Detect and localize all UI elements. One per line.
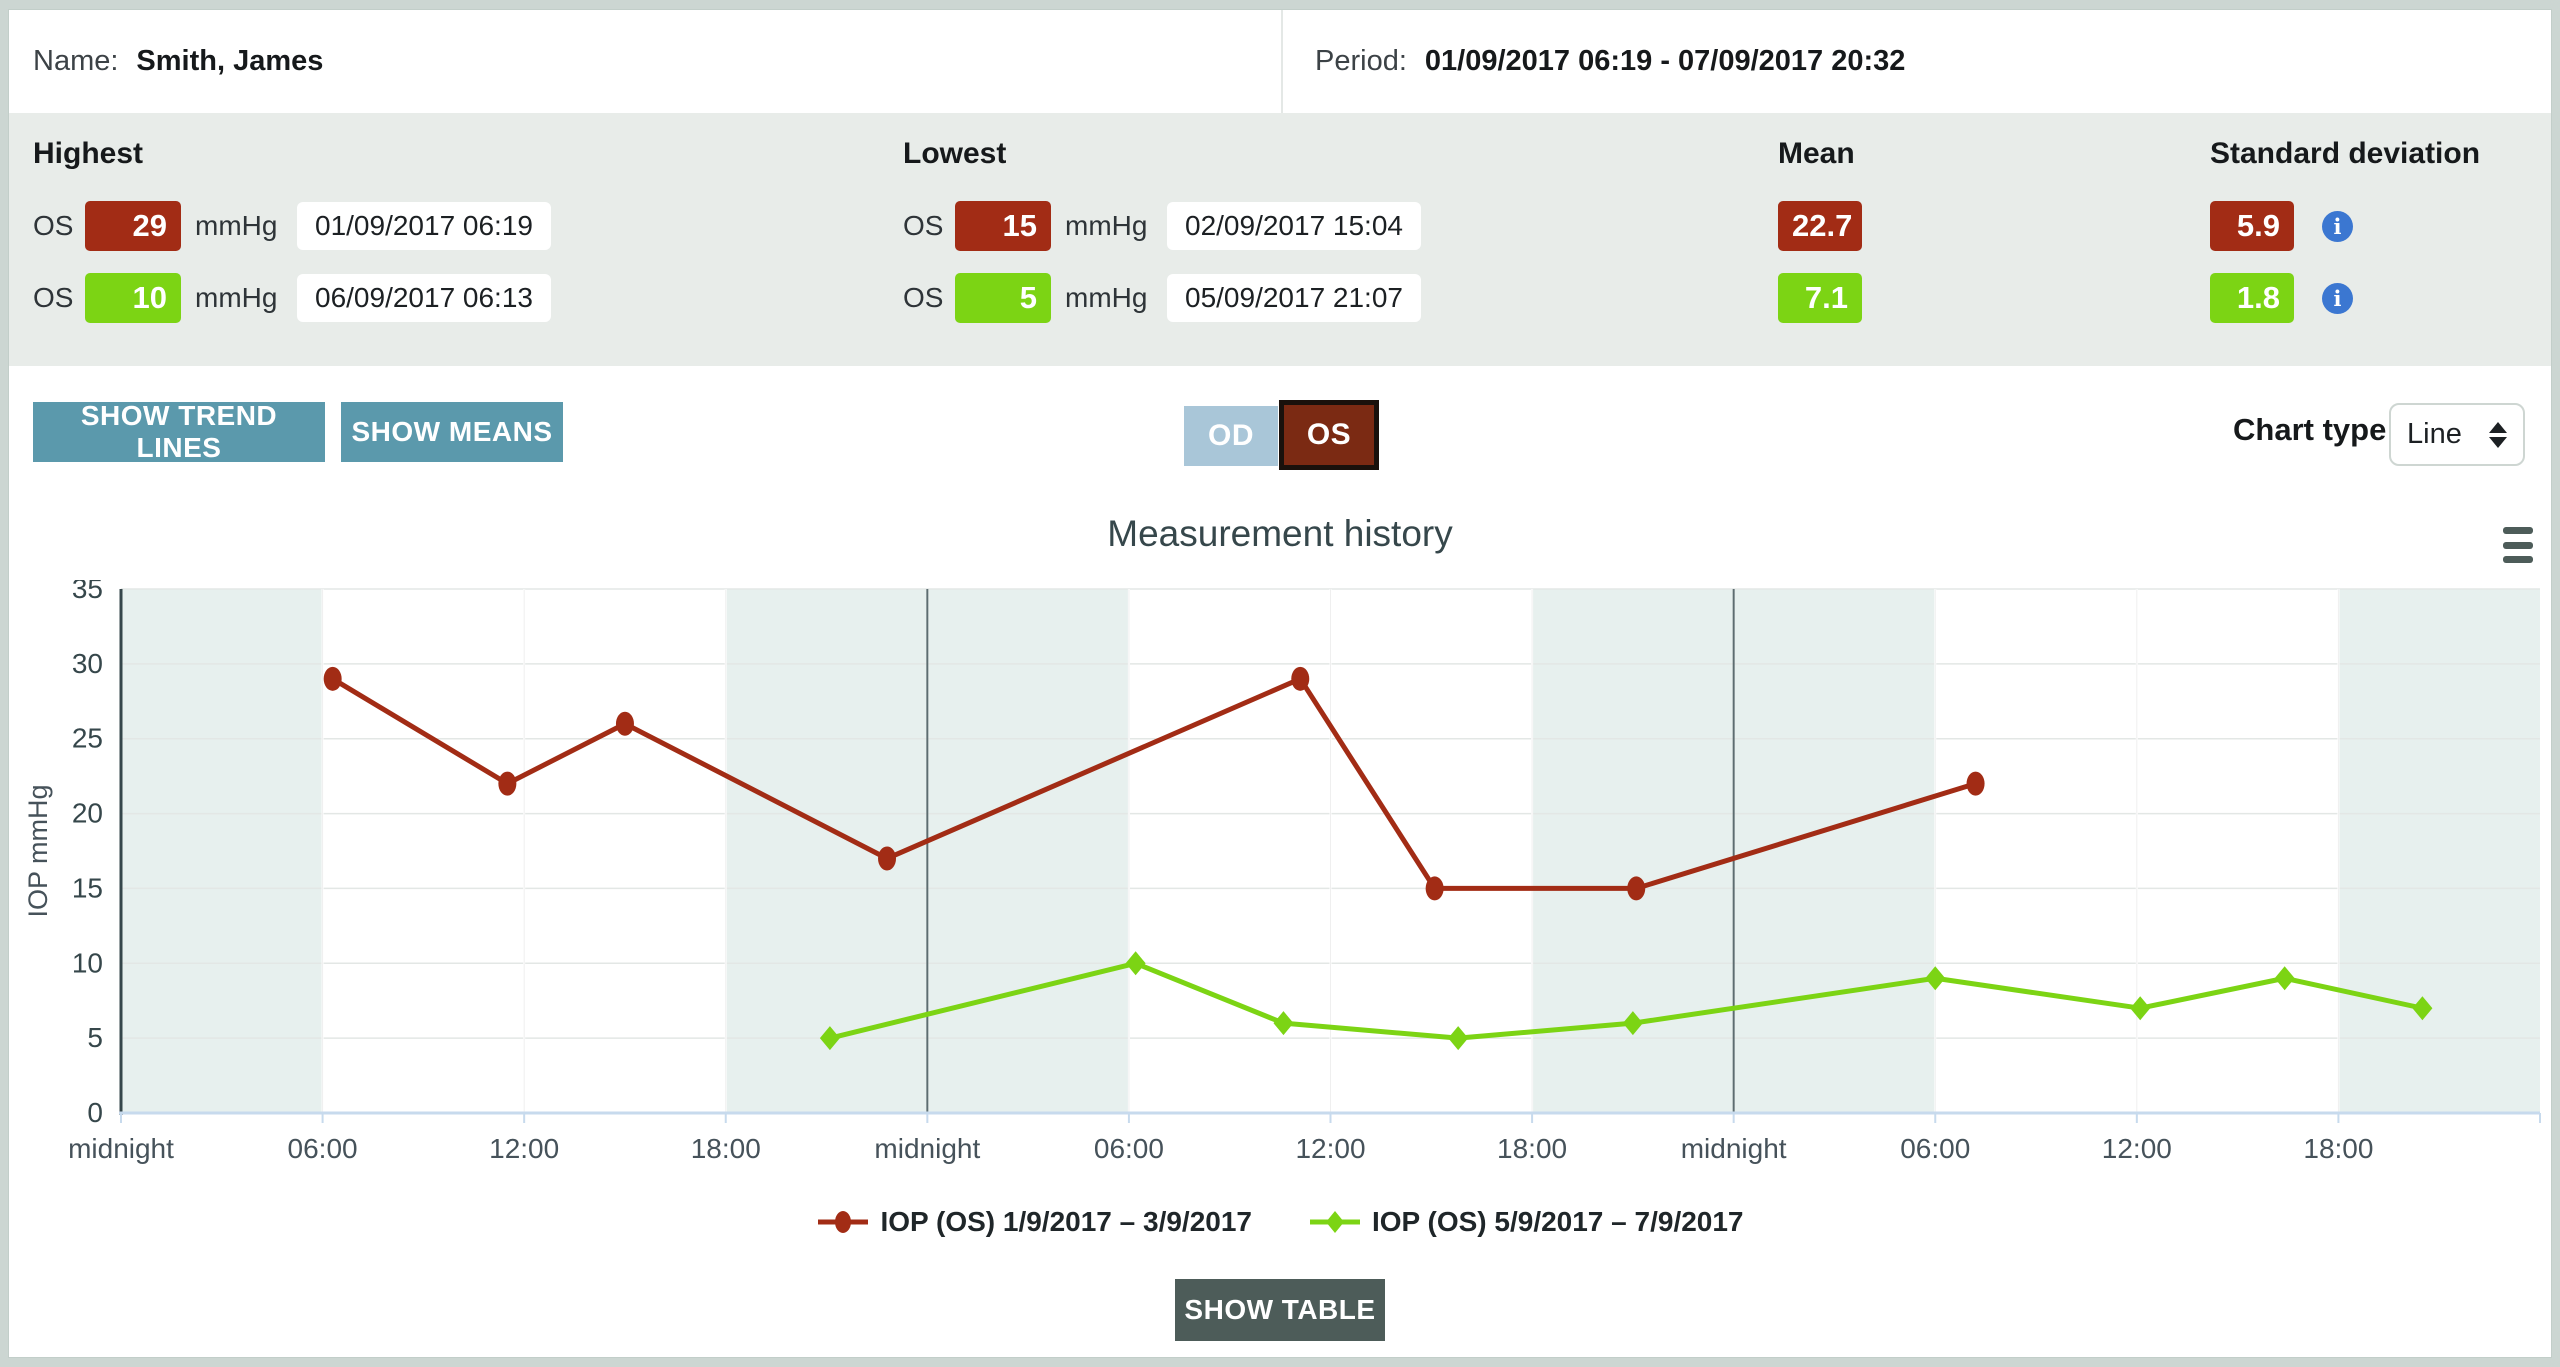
period-group: Period: 01/09/2017 06:19 - 07/09/2017 20… (1315, 10, 1905, 113)
svg-text:15: 15 (72, 872, 103, 903)
eye-label: OS (33, 210, 74, 241)
chart-menu-icon[interactable] (2503, 527, 2533, 563)
lowest-red-datetime: 02/09/2017 15:04 (1167, 202, 1421, 250)
svg-text:midnight: midnight (1681, 1133, 1787, 1164)
mean-green-badge: 7.1 (1778, 273, 1862, 323)
svg-text:midnight: midnight (874, 1133, 980, 1164)
info-icon[interactable]: i (2322, 210, 2353, 242)
od-toggle-button[interactable]: OD (1184, 406, 1278, 466)
svg-text:18:00: 18:00 (1497, 1133, 1567, 1164)
mean-row-green: 7.1 (1778, 273, 1862, 323)
chart-type-select[interactable]: Line (2389, 403, 2525, 466)
svg-text:midnight: midnight (68, 1133, 174, 1164)
chart-type-label: Chart type (2233, 412, 2387, 447)
lowest-column: Lowest OS 15 mmHg 02/09/2017 15:04 OS 5 … (903, 113, 1421, 323)
mean-row-red: 22.7 (1778, 201, 1862, 251)
svg-text:IOP mmHg: IOP mmHg (23, 784, 53, 917)
show-trend-lines-button[interactable]: SHOW TREND LINES (33, 400, 325, 463)
info-icon[interactable]: i (2322, 282, 2353, 314)
chart-title: Measurement history (1107, 513, 1453, 554)
svg-text:5: 5 (87, 1022, 103, 1053)
svg-text:25: 25 (72, 723, 103, 754)
eye-label: OS (33, 282, 74, 313)
mean-title: Mean (1778, 137, 1855, 170)
svg-text:18:00: 18:00 (2303, 1133, 2373, 1164)
mean-column: Mean 22.7 7.1 (1778, 113, 1862, 323)
eye-label: OS (903, 282, 944, 313)
stddev-title: Standard deviation (2210, 137, 2481, 170)
svg-text:12:00: 12:00 (1295, 1133, 1365, 1164)
highest-row-green: OS 10 mmHg 06/09/2017 06:13 (33, 273, 551, 323)
lowest-row-red: OS 15 mmHg 02/09/2017 15:04 (903, 201, 1421, 251)
stddev-green-badge: 1.8 (2210, 273, 2294, 323)
highest-title: Highest (33, 137, 144, 170)
svg-text:10: 10 (72, 947, 103, 978)
eye-label: OS (903, 210, 944, 241)
name-label: Name: (33, 45, 119, 77)
lowest-title: Lowest (903, 137, 1007, 170)
period-label: Period: (1315, 45, 1407, 77)
green-line-diamond-marker-icon (1310, 1211, 1360, 1233)
legend-item-os-red[interactable]: IOP (OS) 1/9/2017 – 3/9/2017 (816, 1206, 1252, 1238)
patient-name-group: Name: Smith, James (33, 10, 323, 113)
unit-label: mmHg (1065, 282, 1148, 313)
highest-row-red: OS 29 mmHg 01/09/2017 06:19 (33, 201, 551, 251)
highest-red-datetime: 01/09/2017 06:19 (297, 202, 551, 250)
chart-legend: IOP (OS) 1/9/2017 – 3/9/2017 IOP (OS) 5/… (9, 1202, 2551, 1242)
highest-red-badge: 29 (85, 201, 181, 251)
highest-green-badge: 10 (85, 273, 181, 323)
svg-text:20: 20 (72, 798, 103, 829)
show-table-button[interactable]: SHOW TABLE (1175, 1279, 1385, 1341)
lowest-green-badge: 5 (955, 273, 1051, 323)
highest-green-datetime: 06/09/2017 06:13 (297, 274, 551, 322)
svg-text:06:00: 06:00 (1094, 1133, 1164, 1164)
svg-text:30: 30 (72, 648, 103, 679)
unit-label: mmHg (195, 210, 278, 241)
stddev-red-badge: 5.9 (2210, 201, 2294, 251)
svg-text:35: 35 (72, 580, 103, 604)
patient-header-bar: Name: Smith, James Period: 01/09/2017 06… (9, 10, 2551, 115)
show-means-button[interactable]: SHOW MEANS (341, 402, 563, 462)
stddev-row-red: 5.9 i (2210, 201, 2480, 251)
measurement-chart: 0 5 10 15 20 25 30 35 midnight 06:00 12:00 18:00 mid… (23, 580, 2541, 1164)
stddev-row-green: 1.8 i (2210, 273, 2480, 323)
os-toggle-button-selected[interactable]: OS (1279, 400, 1379, 470)
mean-red-badge: 22.7 (1778, 201, 1862, 251)
svg-text:0: 0 (87, 1097, 103, 1128)
select-spinner-icon (2489, 421, 2507, 448)
svg-text:12:00: 12:00 (489, 1133, 559, 1164)
lowest-row-green: OS 5 mmHg 05/09/2017 21:07 (903, 273, 1421, 323)
svg-text:06:00: 06:00 (1900, 1133, 1970, 1164)
header-divider (1281, 10, 1283, 113)
red-line-circle-marker-icon (818, 1211, 869, 1233)
svg-text:18:00: 18:00 (691, 1133, 761, 1164)
unit-label: mmHg (1065, 210, 1148, 241)
svg-text:12:00: 12:00 (2102, 1133, 2172, 1164)
app-window: Name: Smith, James Period: 01/09/2017 06… (8, 9, 2552, 1358)
chart-type-value: Line (2407, 418, 2462, 450)
legend-item-os-green[interactable]: IOP (OS) 5/9/2017 – 7/9/2017 (1308, 1206, 1744, 1238)
stddev-column: Standard deviation 5.9 i 1.8 i (2210, 113, 2480, 323)
statistics-band: Highest OS 29 mmHg 01/09/2017 06:19 OS 1… (9, 113, 2551, 366)
legend-label: IOP (OS) 5/9/2017 – 7/9/2017 (1372, 1206, 1744, 1237)
lowest-green-datetime: 05/09/2017 21:07 (1167, 274, 1421, 322)
svg-text:06:00: 06:00 (288, 1133, 358, 1164)
unit-label: mmHg (195, 282, 278, 313)
period-value: 01/09/2017 06:19 - 07/09/2017 20:32 (1424, 45, 1906, 77)
highest-column: Highest OS 29 mmHg 01/09/2017 06:19 OS 1… (33, 113, 551, 323)
lowest-red-badge: 15 (955, 201, 1051, 251)
legend-label: IOP (OS) 1/9/2017 – 3/9/2017 (880, 1206, 1252, 1237)
name-value: Smith, James (136, 45, 324, 77)
